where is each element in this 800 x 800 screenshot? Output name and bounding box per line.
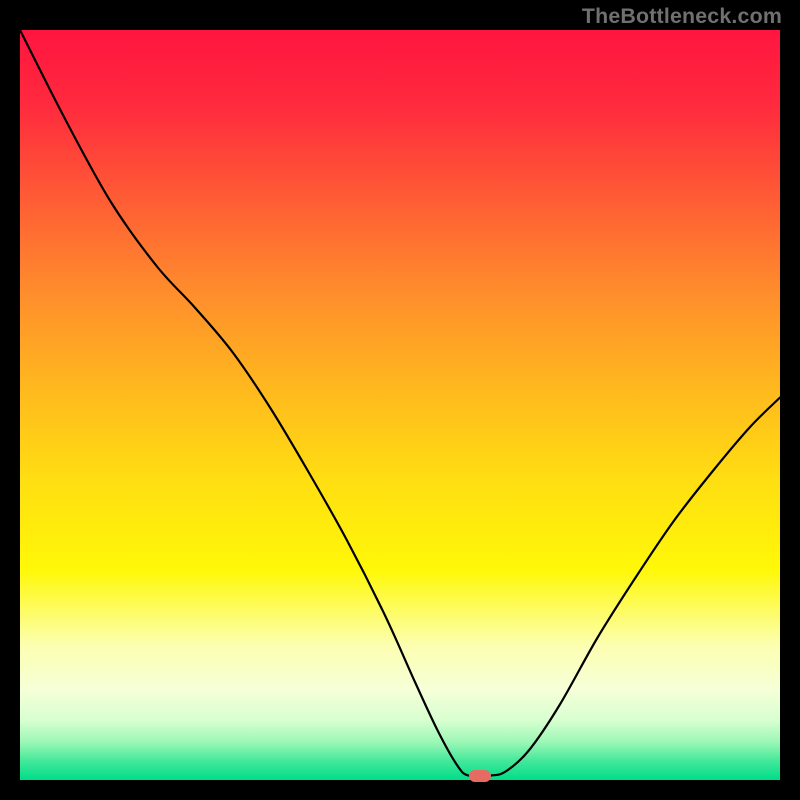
plot-area [20,30,780,780]
bottleneck-curve [20,30,780,780]
optimal-point-marker [469,770,491,782]
watermark-text: TheBottleneck.com [582,4,782,29]
chart-frame: TheBottleneck.com [0,0,800,800]
